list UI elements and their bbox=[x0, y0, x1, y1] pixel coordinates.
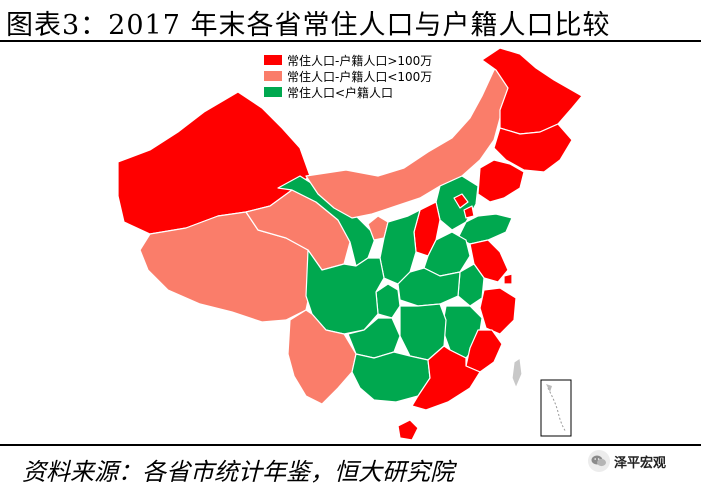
region-heilongjiang bbox=[481, 47, 583, 135]
legend-item-negative: 常住人口<户籍人口 bbox=[264, 84, 432, 100]
region-hubei bbox=[397, 267, 461, 307]
china-province-map bbox=[117, 47, 583, 441]
region-shanghai bbox=[503, 273, 513, 285]
region-zhejiang bbox=[479, 287, 517, 335]
legend-item-below-1m: 常住人口-户籍人口<100万 bbox=[264, 68, 432, 84]
south-china-sea-inset bbox=[540, 379, 572, 437]
region-jilin bbox=[493, 123, 573, 173]
wechat-icon bbox=[588, 450, 610, 472]
region-qinghai bbox=[245, 189, 351, 271]
region-tianjin bbox=[463, 205, 475, 219]
legend-label: 常住人口-户籍人口>100万 bbox=[287, 53, 433, 68]
source-note: 资料来源：各省市统计年鉴，恒大研究院 bbox=[22, 458, 454, 486]
legend-item-above-1m: 常住人口-户籍人口>100万 bbox=[264, 52, 432, 68]
legend-swatch-red bbox=[264, 55, 282, 65]
region-guangdong bbox=[411, 345, 481, 411]
legend: 常住人口-户籍人口>100万 常住人口-户籍人口<100万 常住人口<户籍人口 bbox=[264, 52, 432, 100]
region-fujian bbox=[465, 329, 503, 373]
source-divider bbox=[0, 444, 701, 446]
legend-label: 常住人口-户籍人口<100万 bbox=[287, 69, 433, 84]
region-hainan bbox=[397, 419, 419, 441]
chart-title: 图表3：2017 年末各省常住人口与户籍人口比较 bbox=[6, 10, 611, 41]
legend-swatch-green bbox=[264, 87, 282, 97]
title-divider bbox=[0, 40, 701, 42]
watermark: 泽平宏观 bbox=[588, 450, 666, 472]
watermark-label: 泽平宏观 bbox=[614, 455, 667, 471]
region-chongqing bbox=[375, 283, 401, 319]
region-liaoning bbox=[477, 159, 525, 203]
region-beijing bbox=[453, 193, 469, 209]
legend-label: 常住人口<户籍人口 bbox=[287, 85, 394, 100]
region-taiwan bbox=[511, 357, 523, 389]
legend-swatch-salmon bbox=[264, 71, 282, 81]
